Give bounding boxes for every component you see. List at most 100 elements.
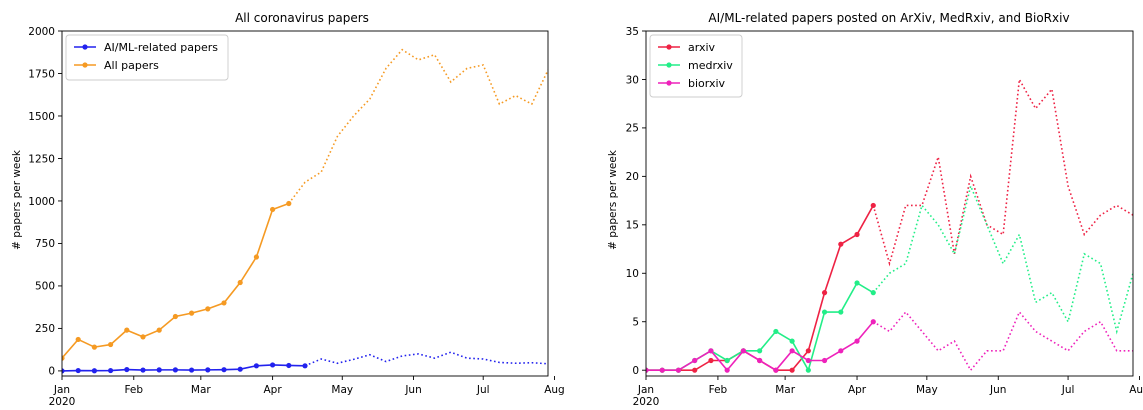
data-point <box>805 367 811 373</box>
x-tick-sublabel: 2020 <box>633 396 660 408</box>
data-point <box>708 357 714 364</box>
chart-title: AI/ML-related papers posted on ArXiv, Me… <box>708 11 1069 25</box>
series-all-papers <box>62 48 548 361</box>
y-tick-label: 1750 <box>28 68 55 80</box>
data-point <box>773 367 779 373</box>
chart-ai-ml-papers-by-server: AI/ML-related papers posted on ArXiv, Me… <box>607 11 1143 408</box>
y-tick-label: 500 <box>35 281 55 293</box>
series-line-solid <box>646 205 874 371</box>
data-point <box>854 231 860 238</box>
data-point <box>302 363 308 369</box>
data-point <box>870 202 876 209</box>
y-tick-label: 0 <box>48 366 55 378</box>
data-point <box>821 357 828 364</box>
data-point <box>773 328 779 335</box>
series-medrxiv <box>646 183 1133 373</box>
series-line-solid <box>62 202 290 359</box>
data-point <box>757 357 763 364</box>
data-point <box>221 367 227 373</box>
data-point <box>659 367 665 373</box>
legend-swatch-marker <box>82 44 88 50</box>
data-point <box>789 348 795 354</box>
x-tick-label: Feb <box>709 384 728 396</box>
x-tick-label: Jun <box>989 384 1006 396</box>
legend-label: medrxiv <box>688 59 733 72</box>
data-point <box>821 290 828 296</box>
legend-label: All papers <box>104 59 159 72</box>
legend-item-arxiv: arxiv <box>658 41 716 54</box>
x-tick-sublabel: 2020 <box>49 396 76 408</box>
data-point <box>724 357 730 364</box>
legend-label: arxiv <box>688 41 716 54</box>
data-point <box>805 357 811 364</box>
legend-label: AI/ML-related papers <box>104 41 218 54</box>
y-tick-label: 35 <box>626 26 639 38</box>
legend-item-all-papers: All papers <box>74 59 159 72</box>
series-line-dotted <box>872 310 1133 372</box>
chart-all-coronavirus-papers: All coronavirus papers # papers per week… <box>11 11 565 408</box>
data-point <box>140 334 146 340</box>
data-point <box>75 336 81 343</box>
data-point <box>854 280 860 286</box>
x-tick-label: May <box>916 384 938 396</box>
legend-swatch-marker <box>666 44 672 50</box>
data-point <box>62 368 65 374</box>
series-line-dotted <box>872 76 1133 267</box>
y-tick-label: 1000 <box>28 196 55 208</box>
data-point <box>91 344 97 350</box>
y-tick-label: 30 <box>626 74 639 86</box>
data-point <box>237 279 243 286</box>
x-tick-label: Apr <box>264 384 283 396</box>
data-point <box>237 366 243 372</box>
data-point <box>789 367 795 373</box>
data-point <box>172 313 178 320</box>
data-point <box>646 367 649 373</box>
data-point <box>189 310 195 316</box>
legend-swatch-marker <box>666 62 672 68</box>
y-tick-label: 1250 <box>28 153 55 165</box>
legend-swatch-marker <box>82 62 88 68</box>
y-axis-label: # papers per week <box>11 149 23 250</box>
y-tick-label: 25 <box>626 123 639 135</box>
legend-label: biorxiv <box>688 77 726 90</box>
data-point <box>870 290 876 296</box>
data-point <box>108 367 114 374</box>
data-point <box>124 327 130 333</box>
data-point <box>870 319 876 325</box>
x-tick-label: Jan <box>637 384 654 396</box>
series-line-solid <box>646 281 874 373</box>
y-tick-label: 250 <box>35 323 55 335</box>
data-point <box>189 367 195 373</box>
series-arxiv <box>646 76 1133 373</box>
series-line-dotted <box>872 183 1133 335</box>
data-point <box>821 309 828 315</box>
y-tick-label: 20 <box>626 171 639 183</box>
data-point <box>205 306 211 312</box>
legend-frame <box>65 34 229 81</box>
legend-item-ai-ml-related-papers: AI/ML-related papers <box>74 41 218 54</box>
data-point <box>286 200 292 207</box>
y-tick-label: 2000 <box>28 26 55 38</box>
data-point <box>205 367 211 373</box>
legend-item-biorxiv: biorxiv <box>658 77 726 90</box>
data-point <box>692 357 698 364</box>
series-ai-ml-related-papers <box>62 351 548 374</box>
data-point <box>270 362 276 368</box>
series-line-solid <box>62 364 306 372</box>
y-tick-label: 750 <box>35 238 55 250</box>
x-tick-label: Aug <box>544 384 565 396</box>
y-tick-label: 15 <box>626 220 639 232</box>
legend: arxiv medrxiv biorxiv <box>649 34 743 98</box>
x-tick-label: Mar <box>775 384 795 396</box>
data-point <box>789 338 795 344</box>
data-point <box>838 348 844 354</box>
data-point <box>675 367 682 373</box>
data-point <box>805 348 811 354</box>
y-axis-label: # papers per week <box>607 149 619 250</box>
plot-frame <box>61 30 549 377</box>
data-point <box>692 367 698 373</box>
data-point <box>253 254 259 260</box>
data-point <box>156 327 162 333</box>
y-tick-label: 5 <box>632 317 639 329</box>
